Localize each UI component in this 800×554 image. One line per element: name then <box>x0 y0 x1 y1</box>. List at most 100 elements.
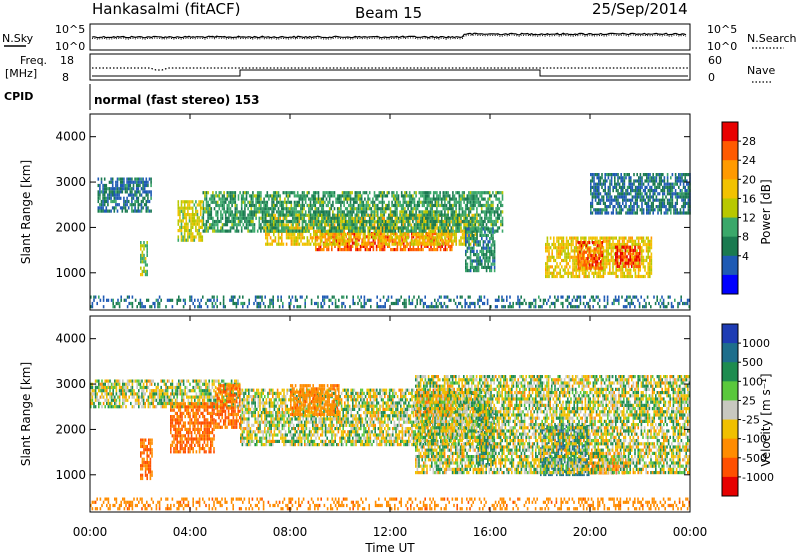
heatmap-cell <box>481 246 483 250</box>
heatmap-cell <box>447 210 449 214</box>
heatmap-cell <box>456 216 459 220</box>
heatmap-cell <box>316 226 318 230</box>
heatmap-cell <box>335 236 337 240</box>
heatmap-cell <box>456 223 459 227</box>
heatmap-cell <box>484 191 486 195</box>
heatmap-cell <box>210 210 213 214</box>
heatmap-cell <box>436 200 438 204</box>
heatmap-cell <box>304 200 307 204</box>
heatmap-cell <box>575 262 577 266</box>
heatmap-cell <box>590 182 592 186</box>
heatmap-cell <box>546 268 549 272</box>
heatmap-cell <box>433 238 435 242</box>
heatmap-cell <box>354 219 357 224</box>
heatmap-cell <box>623 258 625 262</box>
heatmap-cell <box>271 203 273 208</box>
heatmap-cell <box>481 265 483 269</box>
heatmap-cell <box>266 207 269 211</box>
heatmap-cell <box>145 206 148 210</box>
heatmap-cell <box>639 208 642 212</box>
heatmap-cell <box>469 210 472 214</box>
heatmap-cell <box>455 236 457 240</box>
heatmap-cell <box>142 180 144 184</box>
heatmap-cell <box>633 258 635 263</box>
heatmap-cell <box>244 200 246 204</box>
heatmap-cell <box>442 203 445 208</box>
heatmap-cell <box>402 236 405 240</box>
heatmap-cell <box>666 208 669 212</box>
heatmap-cell <box>418 229 421 233</box>
heatmap-cell <box>415 191 417 195</box>
heatmap-cell <box>107 196 109 200</box>
heatmap-cell <box>549 271 552 275</box>
heatmap-cell <box>204 197 206 201</box>
heatmap-cell <box>572 274 574 279</box>
heatmap-cell <box>396 207 398 211</box>
heatmap-cell <box>356 217 358 221</box>
heatmap-cell <box>282 210 285 214</box>
heatmap-cell <box>226 229 229 233</box>
heatmap-cell <box>428 236 430 240</box>
heatmap-cell <box>605 242 608 247</box>
heatmap-cell <box>362 191 365 195</box>
heatmap-cell <box>280 203 283 208</box>
heatmap-cell <box>472 191 475 195</box>
heatmap-cell <box>488 207 491 211</box>
heatmap-cell <box>372 217 374 221</box>
nave-label: Nave <box>747 64 775 77</box>
heatmap-cell <box>201 216 204 220</box>
heatmap-cell <box>564 268 566 272</box>
heatmap-cell <box>594 249 597 253</box>
heatmap-cell <box>646 195 648 199</box>
heatmap-cell <box>466 237 469 241</box>
heatmap-cell <box>428 248 431 252</box>
heatmap-cell <box>460 223 462 227</box>
heatmap-cell <box>594 195 597 199</box>
heatmap-cell <box>480 197 483 201</box>
heatmap-cell <box>484 210 486 214</box>
heatmap-cell <box>605 246 608 250</box>
heatmap-cell <box>500 203 502 208</box>
heatmap-cell <box>647 195 650 199</box>
heatmap-cell <box>355 244 357 248</box>
heatmap-cell <box>490 269 493 273</box>
heatmap-cell <box>207 200 209 204</box>
heatmap-cell <box>662 192 664 196</box>
heatmap-cell <box>485 227 488 231</box>
heatmap-cell <box>380 232 383 236</box>
heatmap-cell <box>344 194 347 198</box>
heatmap-cell <box>423 244 426 248</box>
heatmap-cell <box>607 249 609 253</box>
heatmap-cell <box>126 199 128 204</box>
heatmap-cell <box>488 197 491 201</box>
heatmap-cell <box>583 263 586 267</box>
heatmap-cell <box>341 229 344 233</box>
heatmap-cell <box>484 216 486 220</box>
heatmap-cell <box>381 203 384 208</box>
heatmap-cell <box>383 207 385 211</box>
heatmap-cell <box>445 223 448 227</box>
heatmap-cell <box>316 229 318 233</box>
heatmap-cell <box>458 242 461 246</box>
heatmap-cell <box>679 195 682 199</box>
heatmap-cell <box>182 206 184 210</box>
heatmap-cell <box>409 248 411 252</box>
heatmap-cell <box>676 195 678 199</box>
heatmap-cell <box>609 262 611 266</box>
heatmap-cell <box>348 191 350 195</box>
heatmap-cell <box>177 206 180 210</box>
heatmap-cell <box>124 199 127 204</box>
heatmap-cell <box>615 249 617 253</box>
heatmap-cell <box>319 223 321 227</box>
heatmap-cell <box>461 213 464 217</box>
heatmap-cell <box>345 242 347 246</box>
heatmap-cell <box>185 229 188 233</box>
heatmap-cell <box>626 255 628 259</box>
heatmap-cell <box>201 225 204 229</box>
heatmap-cell <box>306 194 309 198</box>
heatmap-cell <box>150 190 152 194</box>
heatmap-cell <box>479 243 481 247</box>
heatmap-cell <box>399 203 401 208</box>
heatmap-cell <box>561 265 563 269</box>
heatmap-cell <box>641 239 643 243</box>
